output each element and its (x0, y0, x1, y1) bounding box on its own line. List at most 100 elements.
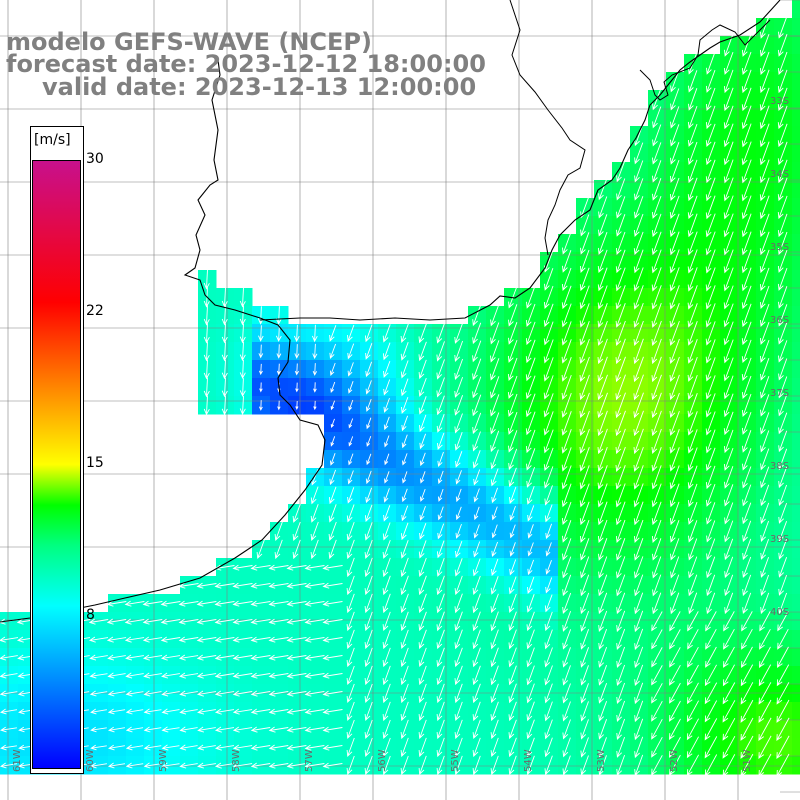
wind-arrow (724, 574, 734, 597)
wind-arrow (616, 628, 626, 650)
wind-arrow (705, 249, 716, 274)
wind-arrow (402, 471, 408, 484)
wind-arrow (616, 214, 626, 237)
wind-arrow (634, 538, 644, 561)
wind-arrow (286, 600, 307, 607)
wind-arrow (221, 305, 228, 326)
wind-arrow (490, 611, 499, 632)
wind-arrow (490, 719, 499, 740)
wind-cell (792, 54, 800, 73)
wind-arrow (687, 213, 698, 238)
wind-arrow (526, 719, 535, 740)
wind-arrow (706, 592, 716, 615)
wind-arrow (490, 394, 500, 417)
wind-arrow (382, 683, 391, 704)
wind-arrow (777, 646, 789, 669)
wind-arrow (161, 690, 180, 697)
wind-arrow (347, 487, 355, 504)
wind-arrow (401, 505, 409, 522)
wind-arrow (196, 636, 217, 643)
wind-arrow (472, 575, 481, 595)
wind-arrow (580, 719, 589, 740)
wind-arrow (454, 432, 463, 451)
colorbar (32, 160, 81, 769)
wind-arrow (89, 672, 108, 679)
wind-arrow (418, 540, 427, 559)
wind-arrow (526, 286, 536, 309)
wind-arrow (579, 428, 590, 454)
wind-arrow (382, 665, 391, 686)
wind-arrow (454, 558, 463, 577)
wind-arrow (580, 214, 590, 237)
wind-arrow (616, 718, 626, 740)
wind-arrow (544, 594, 553, 613)
wind-arrow (214, 744, 235, 751)
wind-arrow (0, 726, 17, 733)
wind-arrow (598, 719, 608, 740)
wind-arrow (143, 744, 162, 751)
wind-arrow (760, 484, 770, 507)
wind-arrow (90, 726, 107, 733)
wind-arrow (178, 636, 199, 643)
wind-arrow (250, 708, 271, 715)
wind-arrow (669, 231, 680, 256)
wind-arrow (759, 303, 770, 327)
wind-arrow (310, 504, 319, 523)
wind-arrow (705, 195, 716, 220)
wind-arrow (196, 690, 217, 697)
wind-arrow (740, 717, 754, 741)
wind-arrow (454, 701, 463, 722)
wind-arrow (741, 285, 752, 310)
wind-arrow (759, 231, 770, 256)
wind-arrow (214, 690, 235, 697)
wind-arrow (88, 618, 109, 625)
wind-arrow (508, 448, 518, 471)
wind-arrow (597, 338, 608, 365)
wind-cell (792, 126, 800, 145)
wind-arrow (597, 285, 608, 310)
wind-arrow (580, 610, 590, 632)
wind-arrow (400, 665, 409, 686)
wind-arrow (526, 594, 535, 613)
wind-arrow (454, 322, 464, 344)
wind-arrow (652, 592, 662, 615)
wind-arrow (562, 701, 571, 722)
wind-arrow (436, 719, 445, 740)
wind-arrow (598, 646, 608, 668)
wind-arrow (382, 522, 391, 541)
wind-arrow (0, 744, 17, 751)
wind-arrow (616, 538, 626, 561)
wind-arrow (616, 664, 626, 686)
wind-arrows (0, 16, 790, 777)
wind-arrow (687, 411, 698, 436)
wind-arrow (382, 593, 391, 614)
wind-arrow (543, 357, 554, 382)
wind-arrow (526, 466, 536, 488)
wind-arrow (778, 340, 788, 363)
wind-arrow (544, 647, 553, 668)
wind-arrow (597, 519, 608, 543)
wind-arrow (365, 361, 373, 378)
wind-arrow (436, 647, 445, 668)
wind-arrow (436, 593, 445, 614)
wind-arrow (580, 538, 590, 561)
wind-arrow (616, 610, 626, 633)
wind-arrow (651, 428, 662, 454)
wind-arrow (196, 618, 217, 625)
wind-arrow (543, 375, 554, 400)
wind-arrow (760, 466, 770, 489)
wind-arrow (579, 374, 590, 401)
wind-arrow (742, 430, 752, 453)
wind-arrow (526, 701, 535, 722)
wind-arrow (250, 582, 271, 589)
wind-cell (792, 0, 800, 19)
wind-arrow (418, 593, 427, 614)
wind-arrow (454, 575, 463, 596)
longitude-label: 53W (596, 749, 607, 772)
wind-arrow (250, 654, 271, 661)
wind-arrow (526, 683, 535, 704)
wind-cell (792, 576, 800, 595)
wind-arrow (197, 762, 216, 769)
wind-arrow (651, 195, 662, 219)
wind-arrow (455, 506, 462, 521)
